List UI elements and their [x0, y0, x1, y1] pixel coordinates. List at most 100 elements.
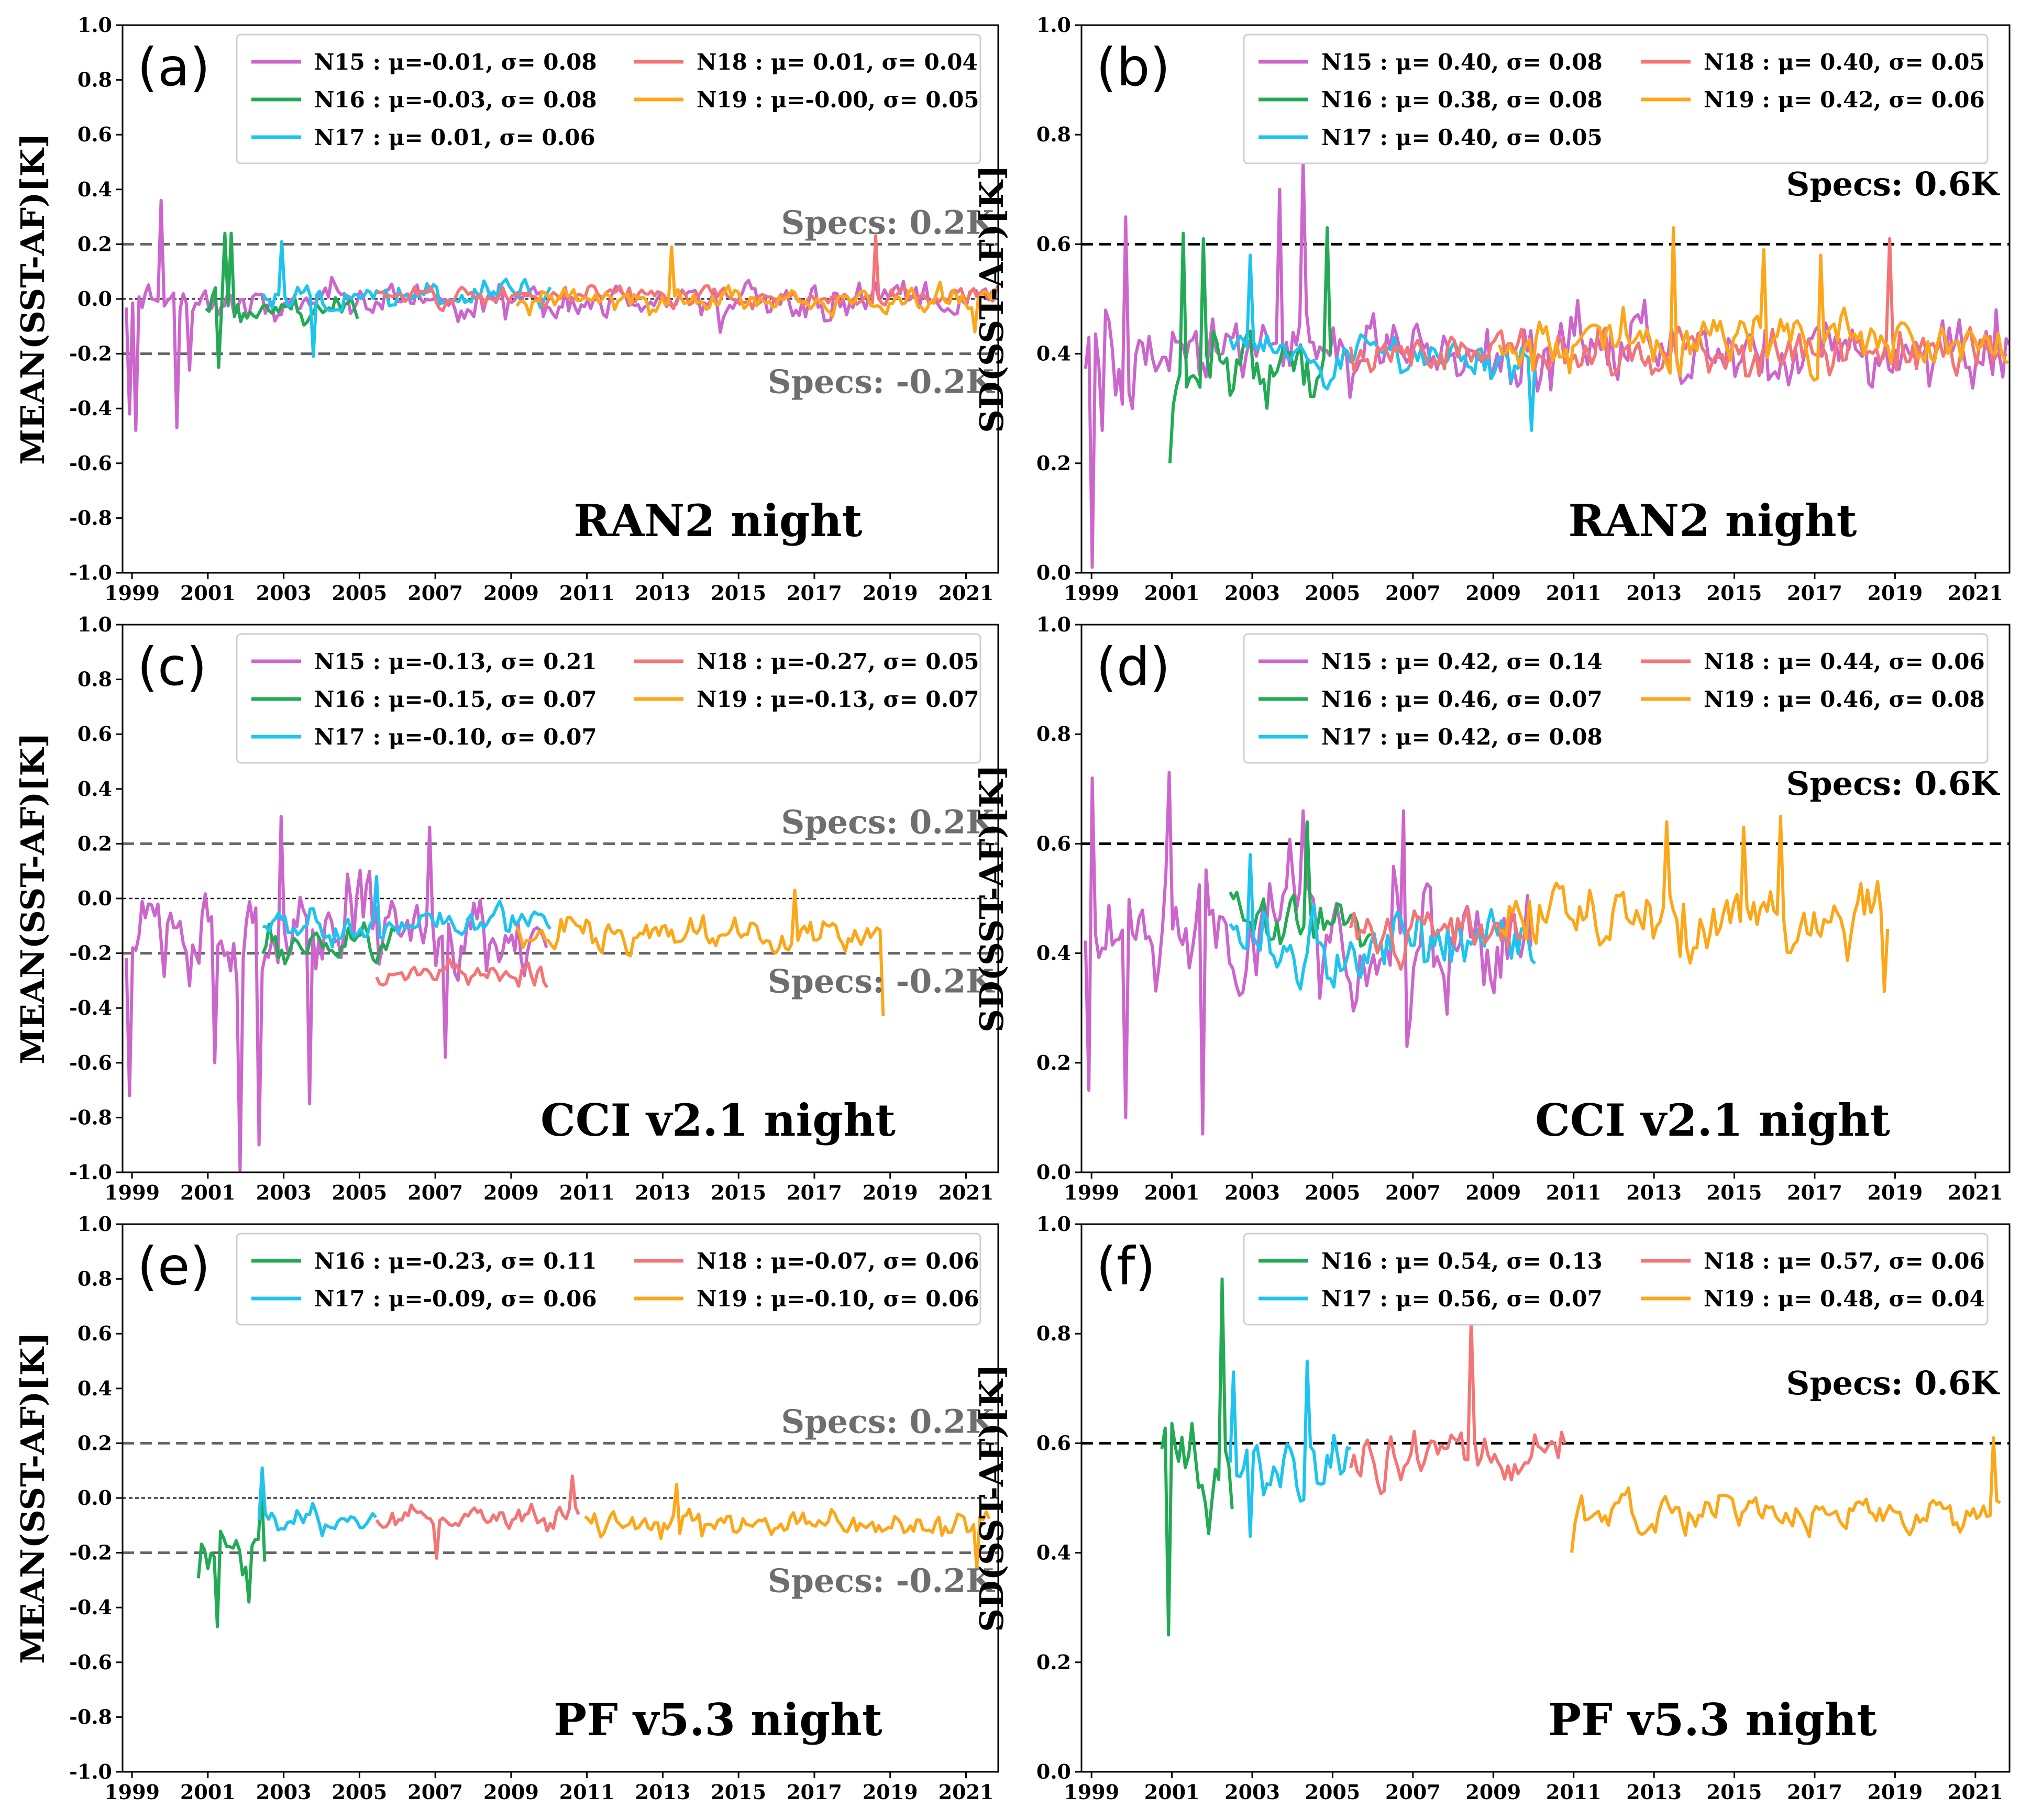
y-tick-label: -1.0 [69, 1760, 112, 1783]
series-line-N19 [515, 245, 998, 334]
x-tick-label: 2005 [1305, 1780, 1361, 1804]
legend: N15 : μ= 0.40, σ= 0.08 N16 : μ= 0.38, σ= … [1243, 34, 1989, 164]
legend-entry-N18: N18 : μ=-0.07, σ= 0.06 [697, 1248, 979, 1274]
y-tick-label: 0.8 [78, 68, 112, 92]
series-line-N18 [1349, 237, 2007, 378]
series-line-N15 [125, 815, 548, 1172]
legend-entry-N16: N16 : μ=-0.15, σ= 0.07 [314, 686, 597, 712]
y-tick-label: 0.2 [78, 831, 112, 855]
series-line-N16 [261, 921, 397, 966]
y-tick-label: 0.2 [78, 1431, 112, 1455]
spec-upper-label: Specs: 0.6K [1786, 1364, 2001, 1402]
y-tick-label: 0.0 [1036, 561, 1071, 584]
y-tick-label: -0.6 [69, 1650, 112, 1674]
y-tick-label: 0.2 [1036, 451, 1071, 475]
x-tick-label: 1999 [104, 1780, 160, 1804]
panel-label: (a) [137, 37, 210, 98]
y-axis-label: MEAN(SST-AF)[K] [14, 133, 52, 465]
series-group [125, 815, 885, 1172]
legend-entry-N18: N18 : μ= 0.57, σ= 0.06 [1704, 1248, 1985, 1274]
y-tick-label: -0.2 [69, 941, 112, 965]
x-tick-label: 2013 [1626, 581, 1682, 605]
x-tick-label: 2009 [1465, 1780, 1521, 1804]
panel-f: 0.0 0.2 0.4 0.6 0.8 1.0 1999 2001 2003 2005 2007 20… [973, 1212, 2011, 1804]
legend: N15 : μ= 0.42, σ= 0.14 N16 : μ= 0.46, σ= … [1243, 633, 1989, 764]
y-tick-label: 0.0 [78, 287, 112, 310]
x-tick-label: 2005 [1305, 581, 1361, 605]
series-line-N19 [1497, 226, 2010, 382]
y-tick-label: 0.2 [1036, 1051, 1071, 1074]
series-group [1160, 1277, 2001, 1637]
legend-entry-N18: N18 : μ= 0.44, σ= 0.06 [1704, 649, 1985, 674]
legend-entry-N16: N16 : μ= 0.38, σ= 0.08 [1321, 87, 1603, 113]
y-tick-label: -1.0 [69, 561, 112, 584]
x-tick-label: 2007 [407, 581, 463, 605]
x-tick-label: 2009 [1465, 581, 1521, 605]
x-tick-label: 2015 [1707, 1181, 1762, 1204]
y-tick-label: -0.2 [69, 342, 112, 365]
legend-entry-N19: N19 : μ=-0.00, σ= 0.05 [697, 87, 979, 113]
panel-label: (d) [1096, 636, 1171, 697]
x-tick-label: 2003 [1224, 581, 1280, 605]
series-line-N18 [1349, 1315, 1566, 1495]
y-tick-label: 0.4 [78, 177, 112, 201]
y-tick-label: -0.2 [69, 1541, 112, 1564]
x-tick-label: 2013 [635, 581, 691, 605]
y-tick-label: 0.6 [78, 123, 112, 146]
series-line-N17 [261, 240, 552, 358]
series-line-N16 [196, 1482, 267, 1628]
panel-b: 0.0 0.2 0.4 0.6 0.8 1.0 1999 2001 2003 2005 2007 20… [973, 13, 2011, 605]
y-tick-label: -0.4 [69, 1595, 112, 1619]
x-tick-label: 2003 [1224, 1780, 1280, 1804]
x-tick-label: 2015 [711, 1780, 766, 1804]
dataset-title: CCI v2.1 night [1535, 1094, 1890, 1146]
y-tick-label: 0.0 [78, 1486, 112, 1510]
plot-frame [1080, 1223, 2011, 1773]
panel-d: 0.0 0.2 0.4 0.6 0.8 1.0 1999 2001 2003 2005 2007 20… [973, 613, 2011, 1204]
legend: N16 : μ=-0.23, σ= 0.11 N17 : μ=-0.09, σ= … [236, 1233, 981, 1326]
series-line-N17 [1229, 853, 1536, 991]
panel-a: -1.0 -0.8 -0.6 -0.4 -0.2 0.0 0.2 0.4 0.6 0.8 1.0 19… [14, 13, 999, 605]
x-tick-label: 2017 [787, 1181, 842, 1204]
legend-box [236, 34, 981, 164]
legend: N15 : μ=-0.13, σ= 0.21 N16 : μ=-0.15, σ= … [236, 633, 981, 764]
x-tick-label: 2017 [787, 1780, 842, 1804]
series-line-N19 [1570, 1436, 2001, 1553]
legend-box [1243, 633, 1989, 764]
x-tick-label: 2001 [180, 1181, 236, 1204]
series-line-N16 [1160, 1277, 1234, 1637]
panel-e: -1.0 -0.8 -0.6 -0.4 -0.2 0.0 0.2 0.4 0.6 0.8 1.0 19… [14, 1212, 999, 1804]
y-tick-label: 0.4 [1036, 1541, 1071, 1564]
y-tick-label: 0.8 [1036, 1322, 1071, 1345]
x-tick-label: 2001 [1144, 1780, 1200, 1804]
y-axis-label: SD(SST-AF)[K] [973, 1364, 1011, 1632]
series-group [1084, 160, 2010, 569]
x-tick-label: 2001 [180, 581, 236, 605]
x-tick-label: 2017 [1787, 1780, 1842, 1804]
legend-box [1243, 1233, 1989, 1326]
spec-upper-label: Specs: 0.2K [781, 203, 996, 241]
x-tick-label: 2019 [863, 581, 918, 605]
legend-entry-N19: N19 : μ= 0.48, σ= 0.04 [1704, 1286, 1985, 1312]
x-tick-label: 2005 [332, 581, 387, 605]
series-line-N16 [1168, 226, 1332, 463]
x-tick-label: 2013 [1626, 1780, 1682, 1804]
y-tick-label: -0.4 [69, 396, 112, 420]
legend-entry-N19: N19 : μ= 0.42, σ= 0.06 [1704, 87, 1985, 113]
x-tick-label: 2001 [1144, 581, 1200, 605]
x-tick-label: 1999 [1064, 1780, 1119, 1804]
x-tick-label: 2007 [1385, 1780, 1441, 1804]
x-tick-label: 2021 [939, 1780, 994, 1804]
y-tick-label: 1.0 [78, 613, 112, 636]
legend-entry-N16: N16 : μ=-0.23, σ= 0.11 [314, 1248, 597, 1274]
y-tick-label: 0.0 [78, 886, 112, 910]
x-tick-label: 2019 [863, 1780, 918, 1804]
y-tick-label: 0.6 [1036, 1431, 1071, 1455]
spec-upper-label: Specs: 0.6K [1786, 165, 2001, 203]
spec-lower-label: Specs: -0.2K [768, 962, 995, 1001]
series-line-N19 [584, 1482, 991, 1571]
x-tick-label: 2005 [332, 1780, 387, 1804]
panel-label: (e) [137, 1236, 211, 1297]
y-tick-label: 0.4 [78, 1377, 112, 1400]
x-tick-label: 2013 [635, 1780, 691, 1804]
